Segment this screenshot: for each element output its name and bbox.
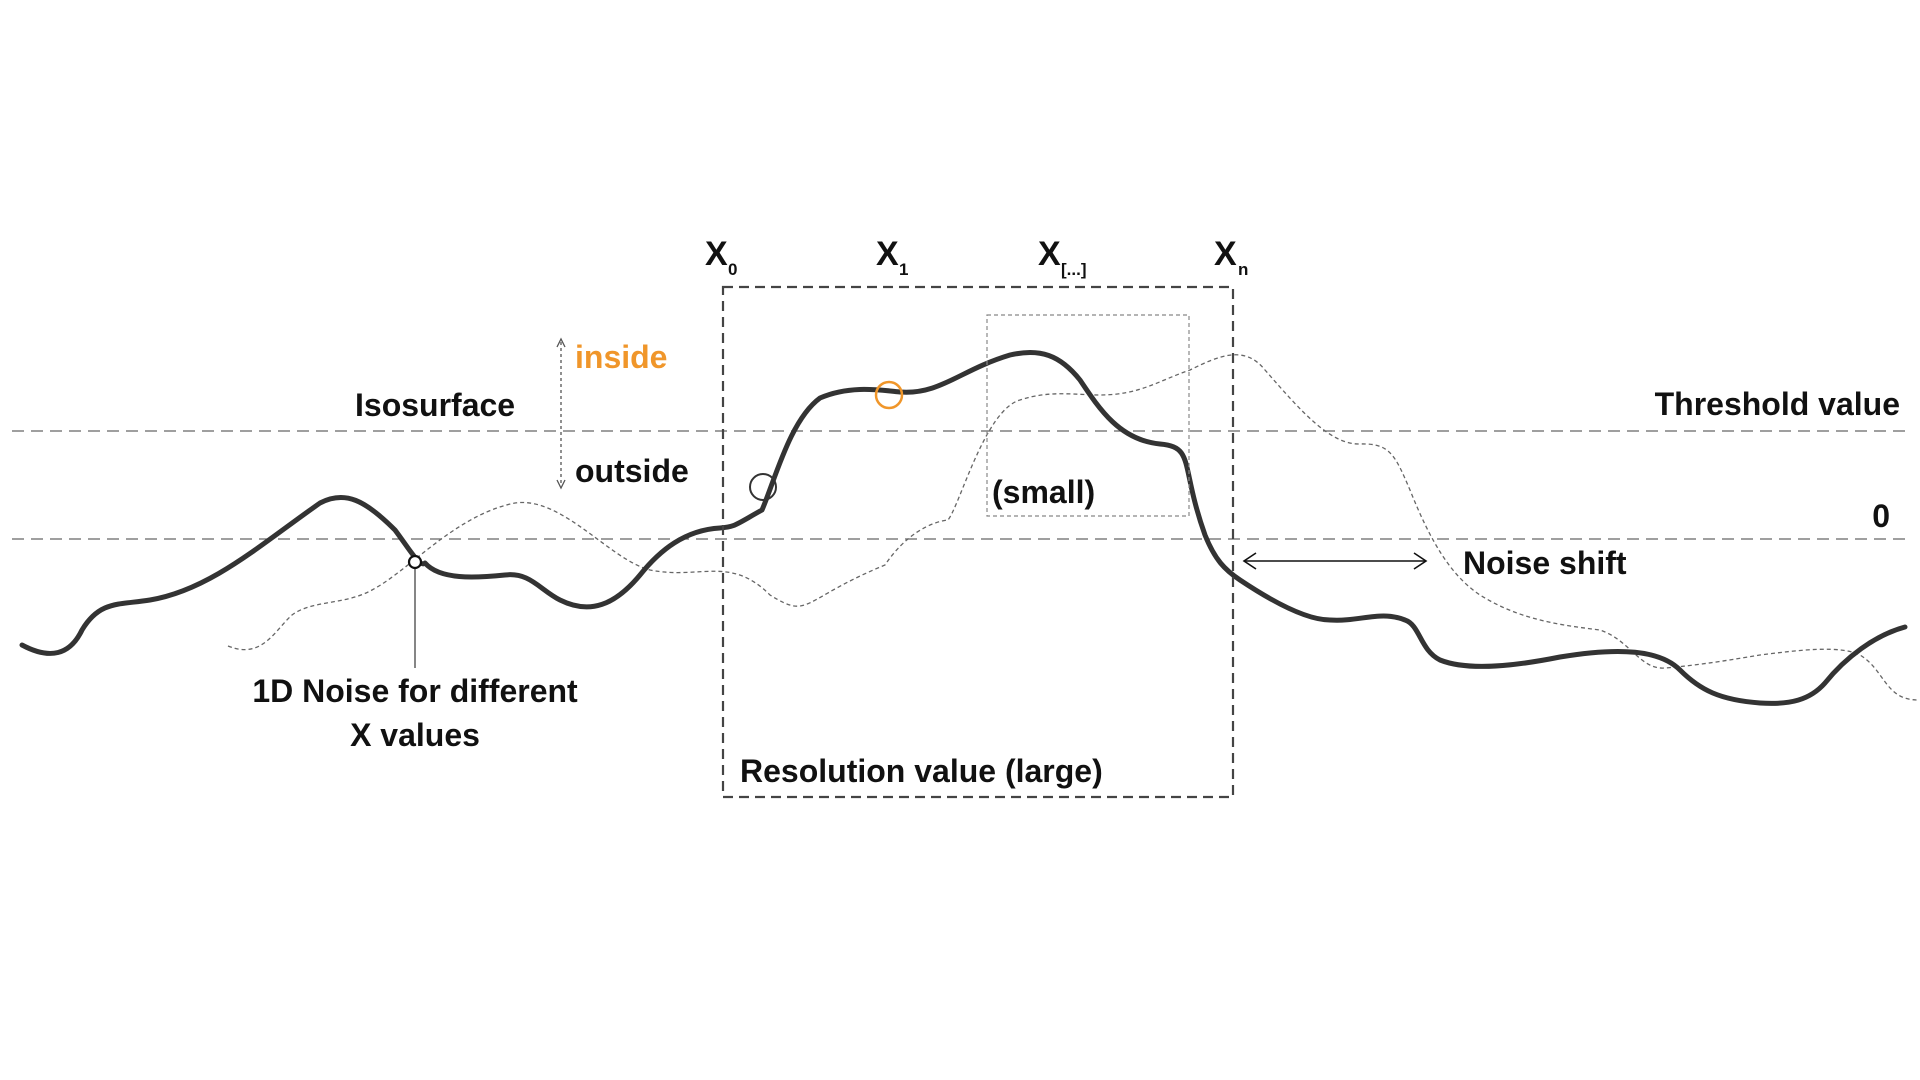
svg-text:X: X	[1038, 235, 1061, 273]
small-resolution-box	[986, 314, 1190, 517]
svg-text:X: X	[876, 235, 899, 273]
outside-label: outside	[575, 453, 689, 489]
inside-sample-marker	[874, 380, 904, 410]
noise-shift-arrow-right-head	[1413, 552, 1428, 570]
noise-curve	[19, 350, 1908, 706]
zero-label: 0	[1872, 498, 1890, 534]
shifted-noise-curve	[227, 354, 1919, 701]
small-resolution-label: (small)	[992, 474, 1095, 510]
noise-shift-label: Noise shift	[1463, 545, 1627, 581]
svg-text:1: 1	[899, 260, 908, 279]
svg-text:0: 0	[728, 260, 737, 279]
svg-text:X: X	[1214, 235, 1237, 273]
large-resolution-label: Resolution value (large)	[740, 753, 1103, 789]
noise-label-line1: 1D Noise for different	[252, 673, 578, 709]
large-resolution-box	[721, 285, 1235, 799]
isosurface-label: Isosurface	[355, 387, 515, 423]
inside-label: inside	[575, 339, 667, 375]
noise-sample-point	[407, 554, 423, 570]
svg-text:X: X	[705, 235, 728, 273]
arrow-up-head	[556, 337, 566, 348]
xn-label: X n	[1214, 235, 1248, 279]
threshold-value-label: Threshold value	[1655, 386, 1900, 422]
x-ellipsis-label: X [...]	[1038, 235, 1087, 279]
x0-label: X 0	[705, 235, 737, 279]
svg-text:n: n	[1238, 260, 1248, 279]
isosurface-crossing-marker	[749, 473, 777, 501]
arrow-down-head	[556, 479, 566, 490]
noise-shift-arrow-left-head	[1242, 552, 1257, 570]
svg-text:[...]: [...]	[1061, 260, 1087, 279]
x1-label: X 1	[876, 235, 908, 279]
noise-label-line2: X values	[350, 717, 480, 753]
